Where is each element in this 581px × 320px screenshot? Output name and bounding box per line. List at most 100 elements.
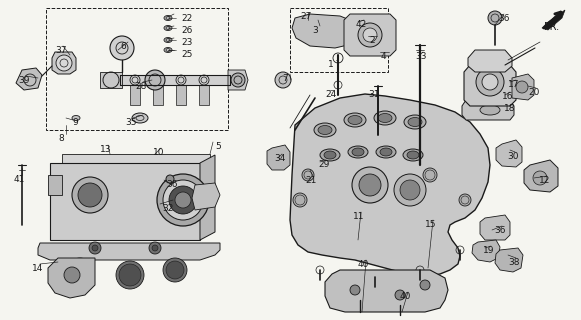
Polygon shape (267, 145, 290, 170)
Text: 32: 32 (162, 204, 173, 213)
Polygon shape (542, 10, 565, 30)
Ellipse shape (348, 146, 368, 158)
Text: 36: 36 (494, 226, 505, 235)
Ellipse shape (164, 37, 172, 43)
Ellipse shape (376, 146, 396, 158)
Circle shape (423, 168, 437, 182)
Polygon shape (38, 243, 220, 260)
Polygon shape (462, 100, 514, 120)
Text: 25: 25 (181, 50, 192, 59)
Text: 24: 24 (325, 90, 336, 99)
Text: 4: 4 (381, 52, 386, 61)
Text: 40: 40 (358, 260, 370, 269)
Circle shape (92, 245, 98, 251)
Polygon shape (524, 160, 558, 192)
Ellipse shape (324, 151, 336, 159)
Circle shape (293, 193, 307, 207)
Circle shape (78, 183, 102, 207)
Circle shape (359, 174, 381, 196)
Text: 12: 12 (539, 176, 550, 185)
Ellipse shape (314, 123, 336, 137)
Ellipse shape (72, 116, 80, 121)
Circle shape (169, 186, 197, 214)
Polygon shape (344, 14, 396, 56)
Text: 40: 40 (400, 292, 411, 301)
Circle shape (302, 169, 314, 181)
Bar (290, 8, 388, 72)
Text: 5: 5 (215, 142, 221, 151)
Circle shape (275, 72, 291, 88)
Polygon shape (495, 248, 523, 272)
Circle shape (68, 258, 92, 282)
Text: 36: 36 (166, 180, 178, 189)
Circle shape (119, 264, 141, 286)
Text: 42: 42 (356, 20, 367, 29)
Circle shape (71, 261, 89, 279)
Ellipse shape (344, 113, 366, 127)
Circle shape (145, 70, 165, 90)
Bar (46, 8, 228, 130)
Circle shape (352, 167, 388, 203)
Ellipse shape (318, 125, 332, 134)
Circle shape (363, 28, 377, 42)
Text: 1: 1 (328, 60, 333, 69)
Polygon shape (480, 215, 510, 240)
Circle shape (476, 68, 504, 96)
Text: 35: 35 (125, 118, 137, 127)
Polygon shape (176, 85, 186, 105)
Circle shape (163, 180, 203, 220)
Text: 21: 21 (305, 176, 317, 185)
Text: 3: 3 (312, 26, 318, 35)
Polygon shape (130, 85, 140, 105)
Text: 33: 33 (415, 52, 426, 61)
Text: 15: 15 (425, 220, 436, 229)
Circle shape (488, 11, 502, 25)
Circle shape (110, 36, 134, 60)
Polygon shape (100, 72, 122, 88)
Polygon shape (512, 74, 534, 100)
Circle shape (149, 242, 161, 254)
Ellipse shape (404, 115, 426, 129)
Circle shape (394, 174, 426, 206)
Polygon shape (62, 154, 210, 163)
Circle shape (459, 194, 471, 206)
Text: 13: 13 (100, 145, 112, 154)
Text: 6: 6 (120, 42, 125, 51)
Ellipse shape (164, 26, 172, 30)
Polygon shape (199, 85, 209, 105)
Circle shape (152, 245, 158, 251)
Text: 39: 39 (18, 76, 30, 85)
Ellipse shape (407, 151, 419, 159)
Circle shape (350, 285, 360, 295)
Ellipse shape (164, 15, 172, 20)
Text: 37: 37 (55, 46, 66, 55)
Circle shape (64, 267, 80, 283)
Text: 19: 19 (483, 246, 494, 255)
Text: 36: 36 (498, 14, 510, 23)
Circle shape (400, 180, 420, 200)
Circle shape (166, 175, 174, 183)
Polygon shape (290, 94, 490, 276)
Text: 28: 28 (135, 82, 146, 91)
Text: 41: 41 (14, 175, 26, 184)
Circle shape (163, 258, 187, 282)
Text: 18: 18 (504, 104, 515, 113)
Polygon shape (472, 240, 500, 262)
Circle shape (533, 171, 547, 185)
Text: 14: 14 (32, 264, 44, 273)
Circle shape (89, 242, 101, 254)
Polygon shape (16, 68, 42, 90)
Circle shape (175, 192, 191, 208)
Circle shape (516, 81, 528, 93)
Circle shape (395, 290, 405, 300)
Polygon shape (292, 14, 358, 48)
Polygon shape (325, 270, 448, 312)
Polygon shape (464, 65, 516, 106)
Polygon shape (468, 50, 512, 72)
Text: 2: 2 (369, 36, 375, 45)
Ellipse shape (480, 105, 500, 115)
Circle shape (420, 280, 430, 290)
Ellipse shape (408, 117, 422, 126)
Text: 23: 23 (181, 38, 192, 47)
Text: FR.: FR. (544, 22, 559, 32)
